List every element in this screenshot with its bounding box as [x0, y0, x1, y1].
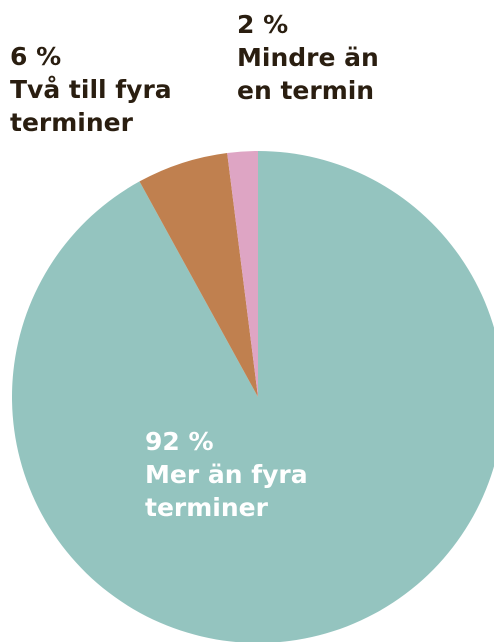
pie-slice	[139, 152, 258, 397]
category-label: Två till fyra terminer	[10, 75, 172, 137]
pie-slice	[227, 151, 258, 397]
slice-label: 2 % Mindre än en termin	[237, 8, 412, 107]
category-label: Mindre än en termin	[237, 43, 379, 105]
value-label: 2 %	[237, 10, 289, 39]
value-label: 6 %	[10, 42, 62, 71]
slice-label: 92 % Mer än fyra terminer	[145, 425, 350, 524]
slice-label: 6 % Två till fyra terminer	[10, 40, 202, 139]
category-label: Mer än fyra terminer	[145, 460, 308, 522]
pie-slice	[12, 151, 494, 642]
value-label: 92 %	[145, 427, 214, 456]
